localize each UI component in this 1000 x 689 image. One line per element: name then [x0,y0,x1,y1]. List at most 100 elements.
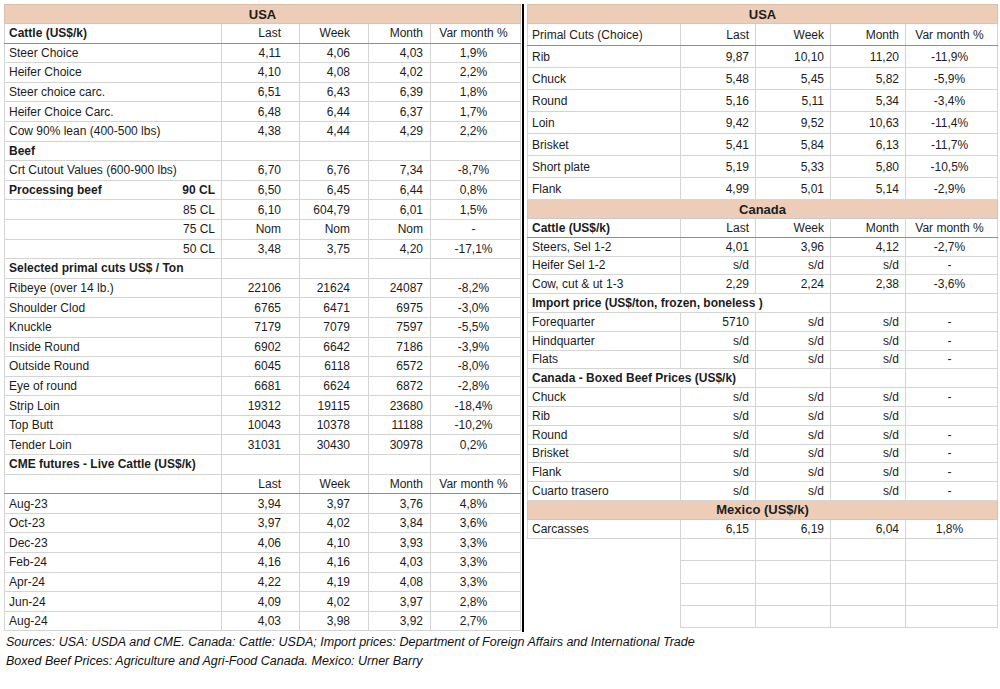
left-table: USACattle (US$/k)LastWeekMonthVar month … [4,4,521,631]
column-header: Var month % [906,24,998,46]
value-cell: 6765 [222,298,300,318]
value-cell: 6,15 [681,519,756,538]
table-row: Heifer Sel 1-2s/ds/ds/d- [528,256,998,275]
value-cell: 2,29 [681,275,756,294]
value-cell: 6,39 [369,82,431,102]
value-cell: 6975 [369,298,431,318]
value-cell: 4,01 [681,237,756,256]
row-label: CME futures - Live Cattle (US$/k) [5,455,222,475]
footer-line-1: Sources: USA: USDA and CME. Canada: Catt… [6,633,695,652]
value-cell: s/d [756,406,831,425]
row-label: Cow 90% lean (400-500 lbs) [5,121,222,141]
value-cell: - [906,425,998,444]
value-cell: 9,52 [756,112,831,134]
table-row: Chuck5,485,455,82-5,9% [528,68,998,90]
value-cell: -8,7% [431,161,521,181]
value-cell: 4,08 [300,63,369,83]
row-label: Ribeye (over 14 lb.) [5,278,222,298]
row-label: Rib [528,46,681,68]
table-row: Dec-234,064,103,933,3% [5,533,521,553]
value-cell: s/d [756,463,831,482]
value-cell: 2,38 [831,275,906,294]
row-label: Aug-24 [5,611,222,631]
table-row: Jun-244,094,023,972,8% [5,592,521,612]
row-label: Tender Loin [5,435,222,455]
value-cell: 24087 [369,278,431,298]
table-row: Aug-244,033,983,922,7% [5,611,521,631]
right-table: USAPrimal Cuts (Choice)LastWeekMonthVar … [527,4,998,628]
value-cell: -3,4% [906,90,998,112]
value-cell: 6118 [300,357,369,377]
row-label: Cow, cut & ut 1-3 [528,275,681,294]
value-cell [431,455,521,475]
row-label: Dec-23 [5,533,222,553]
value-cell: s/d [831,256,906,275]
value-cell: 9,42 [681,112,756,134]
value-cell: 6,37 [369,102,431,122]
value-cell: 4,10 [222,63,300,83]
table-row: Flanks/ds/ds/d- [528,463,998,482]
row-label: Flank [528,463,681,482]
value-cell [222,259,300,279]
value-cell: 4,08 [369,572,431,592]
column-header: Var month % [431,474,521,494]
value-cell [906,583,998,605]
table-row [528,605,998,627]
value-cell: 30978 [369,435,431,455]
row-label: Forequarter [528,312,681,331]
value-cell: 3,96 [756,237,831,256]
row-label: Hindquarter [528,331,681,350]
value-cell [756,538,831,560]
value-cell: -8,2% [431,278,521,298]
row-label: Short plate [528,156,681,178]
value-cell: s/d [681,256,756,275]
table-row: Brisket5,415,846,13-11,7% [528,134,998,156]
value-cell: - [906,350,998,369]
table-row: Carcasses6,156,196,041,8% [528,519,998,538]
value-cell: 4,16 [222,553,300,573]
row-label: Feb-24 [5,553,222,573]
value-cell: 6,44 [300,102,369,122]
row-label [528,538,681,560]
value-cell: s/d [681,331,756,350]
column-header: Month [831,219,906,238]
value-cell [906,406,998,425]
value-cell: -3,6% [906,275,998,294]
value-cell [906,605,998,627]
value-cell: 6872 [369,376,431,396]
column-header: Last [222,24,300,44]
value-cell: 3,3% [431,533,521,553]
value-cell: 21624 [300,278,369,298]
value-cell: 3,75 [300,239,369,259]
value-cell: s/d [831,444,906,463]
table-row: Knuckle717970797597-5,5% [5,317,521,337]
table-row: Steer Choice4,114,064,031,9% [5,43,521,63]
value-cell: 11,20 [831,46,906,68]
value-cell: 3,94 [222,494,300,514]
value-cell: 6681 [222,376,300,396]
table-row: Crt Cutout Values (600-900 lbs)6,706,767… [5,161,521,181]
value-cell: 6045 [222,357,300,377]
table-row: Heifer Choice4,104,084,022,2% [5,63,521,83]
row-label [528,605,681,627]
value-cell: s/d [681,463,756,482]
value-cell: s/d [831,388,906,407]
value-cell: 6624 [300,376,369,396]
value-cell: 19115 [300,396,369,416]
table-row: Aug-233,943,973,764,8% [5,494,521,514]
value-cell: 4,12 [831,237,906,256]
value-cell: 3,93 [369,533,431,553]
row-label: Knuckle [5,317,222,337]
value-cell: -3,0% [431,298,521,318]
value-cell: 6902 [222,337,300,357]
value-cell: 10,63 [831,112,906,134]
right-price-table-region: USAPrimal Cuts (Choice)LastWeekMonthVar … [527,4,998,628]
value-cell: s/d [831,482,906,501]
value-cell: s/d [681,406,756,425]
value-cell [300,259,369,279]
table-row: Rib9,8710,1011,20-11,9% [528,46,998,68]
row-label: Round [528,90,681,112]
table-row: 75 CLNomNomNom- [5,219,521,239]
value-cell [831,561,906,583]
table-row: Cow, cut & ut 1-32,292,242,38-3,6% [528,275,998,294]
